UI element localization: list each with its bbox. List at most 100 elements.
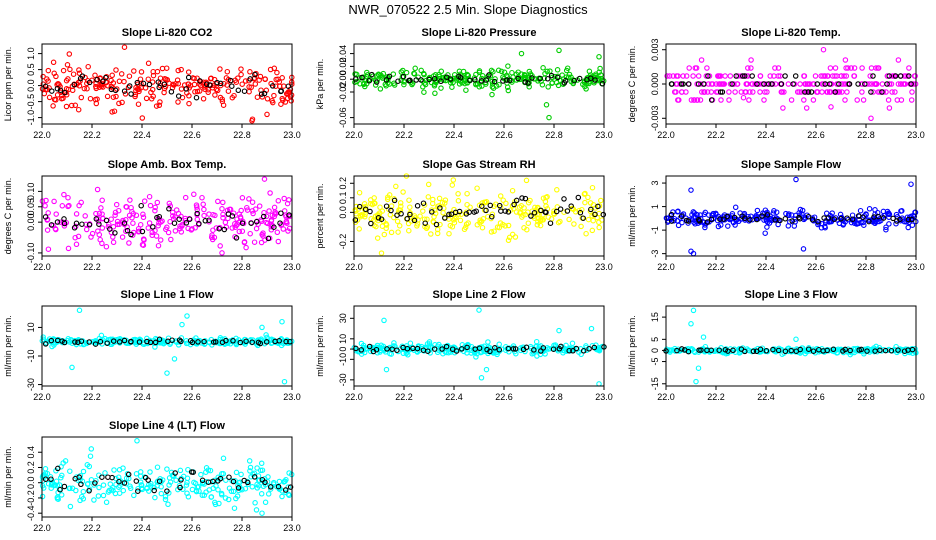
data-point-outlier [800,246,807,252]
reference-point [487,348,493,355]
y-tick-label: -1.0 [26,110,36,126]
data-point [49,343,55,350]
data-point [479,73,486,79]
data-point [73,81,80,88]
data-point-outlier [476,307,482,313]
data-point [725,223,731,229]
y-tick-label: -5 [650,358,660,366]
data-point [373,223,379,230]
data-point [585,216,592,223]
reference-point [792,73,799,79]
data-point [274,229,281,236]
data-point [191,75,197,82]
reference-point [754,216,760,223]
reference-point [161,81,168,88]
data-point [555,219,562,226]
reference-point [788,347,794,354]
data-point [154,199,161,206]
data-point [797,81,803,87]
data-point [272,83,279,89]
x-tick-label: 22.6 [183,392,201,402]
reference-point [831,216,838,222]
data-point [362,203,369,210]
data-point [150,93,156,100]
data-point [359,212,366,218]
data-point [485,339,491,345]
data-point [185,466,191,473]
data-point [563,67,570,74]
data-point-outlier [693,378,699,385]
data-point [143,95,150,102]
data-point [97,236,103,243]
reference-point [166,206,172,212]
reference-point [414,203,421,209]
data-point [96,231,103,238]
data-point [92,72,98,79]
data-point [734,81,741,87]
y-tick-label: -30 [338,373,348,386]
data-point [899,208,905,214]
y-tick-label: -0.4 [26,505,36,521]
data-point [281,195,287,202]
data-point [178,229,185,235]
data-point [785,81,792,87]
x-tick-label: 22.8 [233,392,251,402]
data-point [429,200,436,207]
y-tick-label: 0.1 [338,192,348,205]
reference-point [164,488,170,494]
reference-point [221,226,228,233]
reference-point [826,81,833,87]
data-point [827,65,834,71]
data-point [491,228,497,234]
data-point [163,65,170,71]
data-point [154,68,161,75]
data-point [96,484,102,491]
data-point [702,224,708,231]
reference-point [531,347,537,353]
reference-point [233,235,240,241]
data-point [122,91,129,97]
data-point [241,239,248,245]
data-point [247,230,253,237]
x-tick-label: 22.0 [33,523,51,533]
data-point [72,102,79,109]
x-tick-label: 22.0 [345,392,363,402]
data-point [802,81,809,87]
data-point [113,481,119,488]
data-point [246,458,253,464]
data-point [276,79,283,85]
data-point [536,212,542,218]
reference-point [202,218,209,224]
data-point [464,190,470,197]
x-tick-label: 22.6 [183,523,201,533]
data-point [398,69,405,75]
reference-point [721,216,727,222]
data-point [515,69,521,75]
data-point [206,211,212,217]
data-point [201,212,207,219]
reference-point [504,77,510,83]
reference-point [836,81,842,87]
y-tick-label: -1 [650,226,660,234]
reference-point [124,227,131,234]
data-point [697,97,704,103]
data-point [857,207,864,214]
data-point [239,228,246,234]
reference-point [54,219,61,225]
data-point [198,340,205,346]
data-point [566,71,573,78]
data-point [407,204,413,210]
reference-point [138,202,144,209]
reference-point [286,212,292,218]
data-point [246,196,252,202]
data-point [99,197,105,204]
data-point [791,223,798,229]
data-point-outlier [556,47,562,54]
data-point [177,467,184,474]
reference-point [824,347,830,354]
data-point [244,204,250,211]
reference-point [107,226,113,232]
data-point [524,226,530,233]
chart-panel-9: Slope Line 3 Flow ml/min per min. 22.0 22.2… [627,289,925,402]
data-point [159,477,166,483]
